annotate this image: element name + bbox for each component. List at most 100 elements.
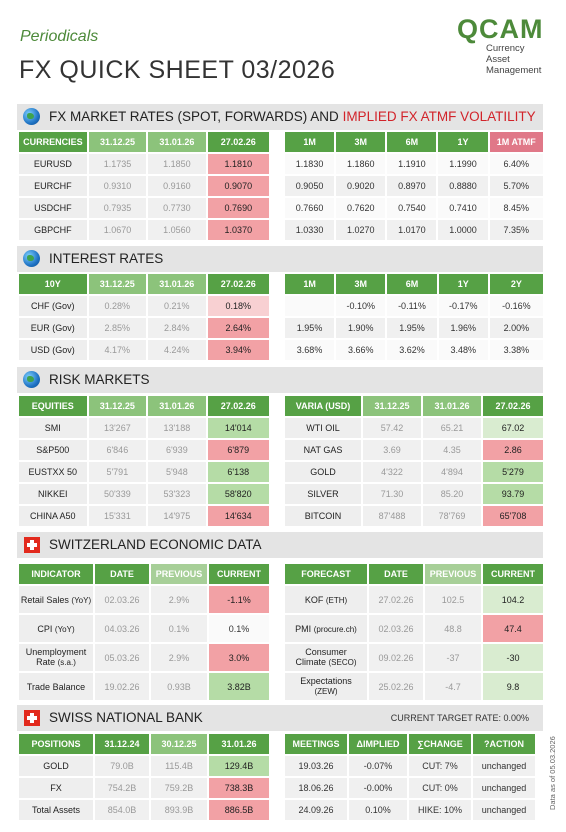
cell: 0.8880 bbox=[438, 176, 488, 196]
cell: 3.48% bbox=[438, 340, 488, 360]
table-row: CPI (YoY) 04.03.26 0.1% 0.1% bbox=[19, 615, 269, 642]
cell: 3.62% bbox=[387, 340, 437, 360]
logo-sub-3: Management bbox=[486, 65, 542, 76]
row-label: USDCHF bbox=[19, 198, 87, 218]
table-header-row: INDICATOR DATE PREVIOUS CURRENT bbox=[19, 564, 269, 584]
equities-table: EQUITIES 31.12.25 31.01.26 27.02.26 SMI … bbox=[17, 394, 271, 528]
row-label: Expectations (ZEW) bbox=[285, 673, 367, 700]
swiss-flag-icon bbox=[24, 710, 40, 726]
col-header: DATE bbox=[95, 564, 149, 584]
snb-meetings-table: MEETINGS ΔIMPLIED ∑CHANGE ?ACTION 19.03.… bbox=[283, 732, 537, 822]
cell: 1.0670 bbox=[88, 220, 147, 240]
col-header: EQUITIES bbox=[19, 396, 87, 416]
row-label: CHINA A50 bbox=[19, 506, 87, 526]
cell: 3.0% bbox=[209, 644, 269, 671]
cell: 27.02.26 bbox=[369, 586, 423, 613]
cell: 759.2B bbox=[151, 778, 207, 798]
cell: 1.90% bbox=[336, 318, 386, 338]
table-row: 18.06.26 -0.00% CUT: 0% unchanged bbox=[285, 778, 535, 798]
row-label: EURUSD bbox=[19, 154, 87, 174]
globe-icon bbox=[23, 371, 40, 388]
col-header: 1M ATMF bbox=[489, 132, 543, 152]
cell: 2.84% bbox=[148, 318, 206, 338]
table-row: KOF (ETH) 27.02.26 102.5 104.2 bbox=[285, 586, 543, 613]
col-header: 3M bbox=[336, 132, 386, 152]
row-label: Trade Balance bbox=[19, 673, 93, 700]
col-header: 6M bbox=[387, 132, 437, 152]
table-row: WTI OIL 57.42 65.21 67.02 bbox=[285, 418, 543, 438]
col-header: 31.12.25 bbox=[88, 274, 147, 294]
col-header: 31.12.25 bbox=[88, 396, 147, 416]
cell: 5.70% bbox=[489, 176, 543, 196]
table-row: Consumer Climate (SECO) 09.02.26 -37 -30 bbox=[285, 644, 543, 671]
logo-word: QCAM bbox=[457, 14, 544, 44]
cell: -0.16% bbox=[489, 296, 543, 316]
cell: 0.9160 bbox=[148, 176, 206, 196]
cell: 04.03.26 bbox=[95, 615, 149, 642]
cell: 6.40% bbox=[489, 154, 543, 174]
row-label: GBPCHF bbox=[19, 220, 87, 240]
cell: 0.93B bbox=[151, 673, 207, 700]
cell: 754.2B bbox=[95, 778, 149, 798]
cell: 1.1830 bbox=[285, 154, 335, 174]
row-label: WTI OIL bbox=[285, 418, 361, 438]
col-header: PREVIOUS bbox=[425, 564, 481, 584]
row-label: BITCOIN bbox=[285, 506, 361, 526]
cell: 1.1910 bbox=[387, 154, 437, 174]
col-header: FORECAST bbox=[285, 564, 367, 584]
col-header: 27.02.26 bbox=[207, 132, 269, 152]
forecasts-table: FORECAST DATE PREVIOUS CURRENT KOF (ETH)… bbox=[283, 562, 545, 702]
cell: 0.9050 bbox=[285, 176, 335, 196]
table-row: FX 754.2B 759.2B 738.3B bbox=[19, 778, 269, 798]
varia-table: VARIA (USD) 31.12.25 31.01.26 27.02.26 W… bbox=[283, 394, 545, 528]
data-as-of-note: Data as of 05.03.2026 bbox=[548, 736, 557, 810]
cell: 0.1% bbox=[209, 615, 269, 642]
cell: 5'948 bbox=[148, 462, 206, 482]
table-row: GOLD 79.0B 115.4B 129.4B bbox=[19, 756, 269, 776]
cell: 09.02.26 bbox=[369, 644, 423, 671]
table-row: Trade Balance 19.02.26 0.93B 3.82B bbox=[19, 673, 269, 700]
cell: CUT: 0% bbox=[409, 778, 471, 798]
cell: 1.0270 bbox=[336, 220, 386, 240]
cell: 1.1810 bbox=[207, 154, 269, 174]
table-header-row: CURRENCIES 31.12.25 31.01.26 27.02.26 bbox=[19, 132, 269, 152]
col-header: 6M bbox=[387, 274, 437, 294]
cell: -30 bbox=[483, 644, 543, 671]
row-label: NIKKEI bbox=[19, 484, 87, 504]
cell: 2.00% bbox=[489, 318, 543, 338]
cell: 19.02.26 bbox=[95, 673, 149, 700]
cell: 78'769 bbox=[423, 506, 481, 526]
cell: 24.09.26 bbox=[285, 800, 347, 820]
cell: 102.5 bbox=[425, 586, 481, 613]
col-header: 3M bbox=[336, 274, 386, 294]
col-header: 27.02.26 bbox=[483, 396, 543, 416]
cell: 3.82B bbox=[209, 673, 269, 700]
cell: -0.07% bbox=[349, 756, 407, 776]
cell: 104.2 bbox=[483, 586, 543, 613]
table-row: EUSTXX 50 5'791 5'948 6'138 bbox=[19, 462, 269, 482]
table-row: 1.95% 1.90% 1.95% 1.96% 2.00% bbox=[285, 318, 543, 338]
cell: 5'279 bbox=[483, 462, 543, 482]
cell: 0.7620 bbox=[336, 198, 386, 218]
cell: 47.4 bbox=[483, 615, 543, 642]
cell: 14'014 bbox=[207, 418, 269, 438]
cell: -1.1% bbox=[209, 586, 269, 613]
col-header: 31.01.26 bbox=[148, 132, 206, 152]
cell: 19.03.26 bbox=[285, 756, 347, 776]
cell: 13'267 bbox=[88, 418, 147, 438]
cell: 65.21 bbox=[423, 418, 481, 438]
cell: 1.95% bbox=[387, 318, 437, 338]
cell: 1.0560 bbox=[148, 220, 206, 240]
col-header: INDICATOR bbox=[19, 564, 93, 584]
cell: 1.1990 bbox=[438, 154, 488, 174]
cell: 6'846 bbox=[88, 440, 147, 460]
col-header: 31.01.26 bbox=[423, 396, 481, 416]
table-row: 24.09.26 0.10% HIKE: 10% unchanged bbox=[285, 800, 535, 820]
cell: 4'322 bbox=[363, 462, 421, 482]
table-row: USDCHF 0.7935 0.7730 0.7690 bbox=[19, 198, 269, 218]
cell: 25.02.26 bbox=[369, 673, 423, 700]
cell: 0.9020 bbox=[336, 176, 386, 196]
table-row: 1.1830 1.1860 1.1910 1.1990 6.40% bbox=[285, 154, 543, 174]
col-header: 10Y bbox=[19, 274, 87, 294]
rates-section-bar: INTEREST RATES bbox=[17, 246, 543, 272]
